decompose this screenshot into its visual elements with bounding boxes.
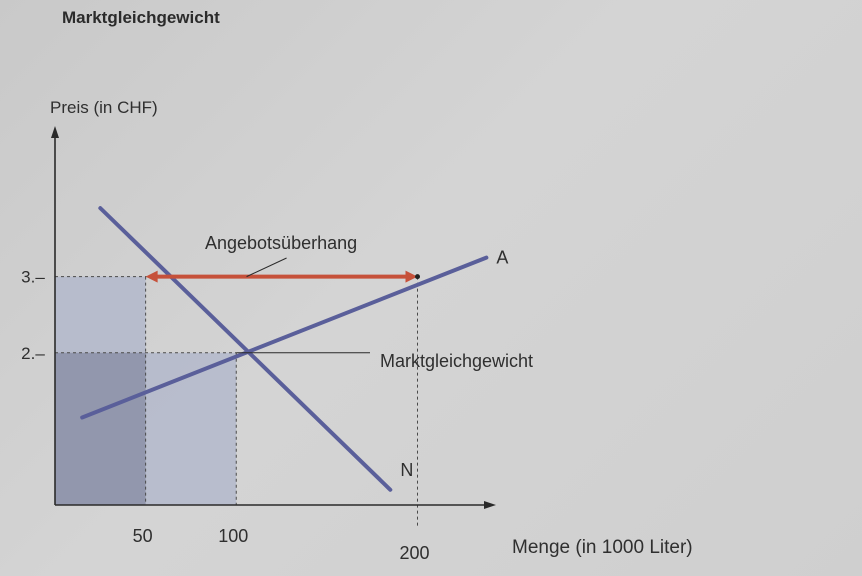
equilibrium-label: Marktgleichgewicht [380,351,533,371]
curve-label-N: N [400,460,413,480]
supply-point-marker [415,274,420,280]
surplus-leader-line [246,257,287,278]
x-tick-label-50: 50 [133,526,153,546]
surplus-arrowhead-left [145,270,158,283]
y-axis-title: Preis (in CHF) [50,98,158,117]
curve-N [98,206,393,492]
x-tick-label-100: 100 [218,526,248,546]
curve-A [80,255,489,420]
y-tick-label-2: 2.– [21,344,45,363]
revenue-area-overlap [55,352,146,505]
curve-label-A: A [496,248,508,268]
y-axis-arrowhead [51,126,59,138]
surplus-arrowhead-right [405,270,418,283]
y-tick-label-3: 3.– [21,268,45,287]
page-title: Marktgleichgewicht [62,8,220,27]
x-axis-title: Menge (in 1000 Liter) [512,537,693,558]
x-tick-label-200: 200 [399,543,429,563]
surplus-label: Angebotsüberhang [205,233,357,253]
x-axis-arrowhead [484,501,496,509]
